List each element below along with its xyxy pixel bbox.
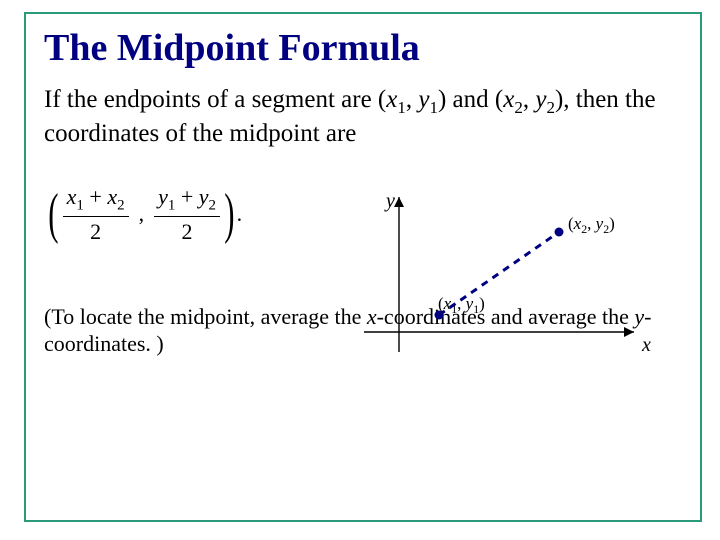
description-text: If the endpoints of a segment are (x1, y…: [44, 84, 682, 150]
fraction-x: x1 + x2 2: [63, 184, 129, 245]
page-title: The Midpoint Formula: [44, 26, 682, 70]
desc-x2: x: [503, 86, 514, 113]
y-axis-label: y: [384, 190, 395, 212]
plus1: +: [84, 184, 107, 209]
num2-bi: 2: [209, 197, 216, 213]
formula-period: .: [237, 201, 243, 227]
desc-x2-sub: 2: [514, 98, 523, 117]
desc-sep1: ,: [406, 86, 419, 113]
num1-ai: 1: [76, 197, 83, 213]
y-axis-arrow-icon: [394, 197, 404, 207]
desc-sep2: ,: [523, 86, 536, 113]
rparen-icon: ): [224, 189, 234, 239]
num1-a: x: [67, 184, 77, 209]
desc-y1-sub: 1: [429, 98, 438, 117]
desc-y2-sub: 2: [546, 98, 555, 117]
desc-y2: y: [535, 86, 546, 113]
endpoint-2: [555, 228, 564, 237]
midpoint-formula: ( x1 + x2 2 , y1 + y2 2 ): [50, 184, 242, 245]
desc-prefix: If the endpoints of a segment are (: [44, 86, 386, 113]
num1-bi: 2: [117, 197, 124, 213]
content-frame: The Midpoint Formula If the endpoints of…: [24, 12, 702, 522]
pt2-label: (x2, y2): [568, 214, 615, 236]
desc-x1-sub: 1: [397, 98, 406, 117]
den2: 2: [154, 217, 220, 245]
x-axis-label: x: [641, 334, 651, 356]
fn-open: (To locate the midpoint, average the: [44, 304, 367, 329]
formula-comma: ,: [139, 201, 145, 227]
plus2: +: [175, 184, 198, 209]
den1: 2: [63, 217, 129, 245]
fraction-y: y1 + y2 2: [154, 184, 220, 245]
x-axis-arrow-icon: [624, 327, 634, 337]
lparen-icon: (: [48, 189, 58, 239]
num2-b: y: [199, 184, 209, 209]
coordinate-diagram: y x (x1, y1) (x2, y2): [344, 187, 664, 387]
desc-y1: y: [418, 86, 429, 113]
num1-b: x: [107, 184, 117, 209]
slide: The Midpoint Formula If the endpoints of…: [0, 0, 720, 540]
desc-x1: x: [386, 86, 397, 113]
pt1-label: (x1, y1): [438, 294, 485, 316]
desc-mid: ) and (: [438, 86, 503, 113]
num2-a: y: [158, 184, 168, 209]
